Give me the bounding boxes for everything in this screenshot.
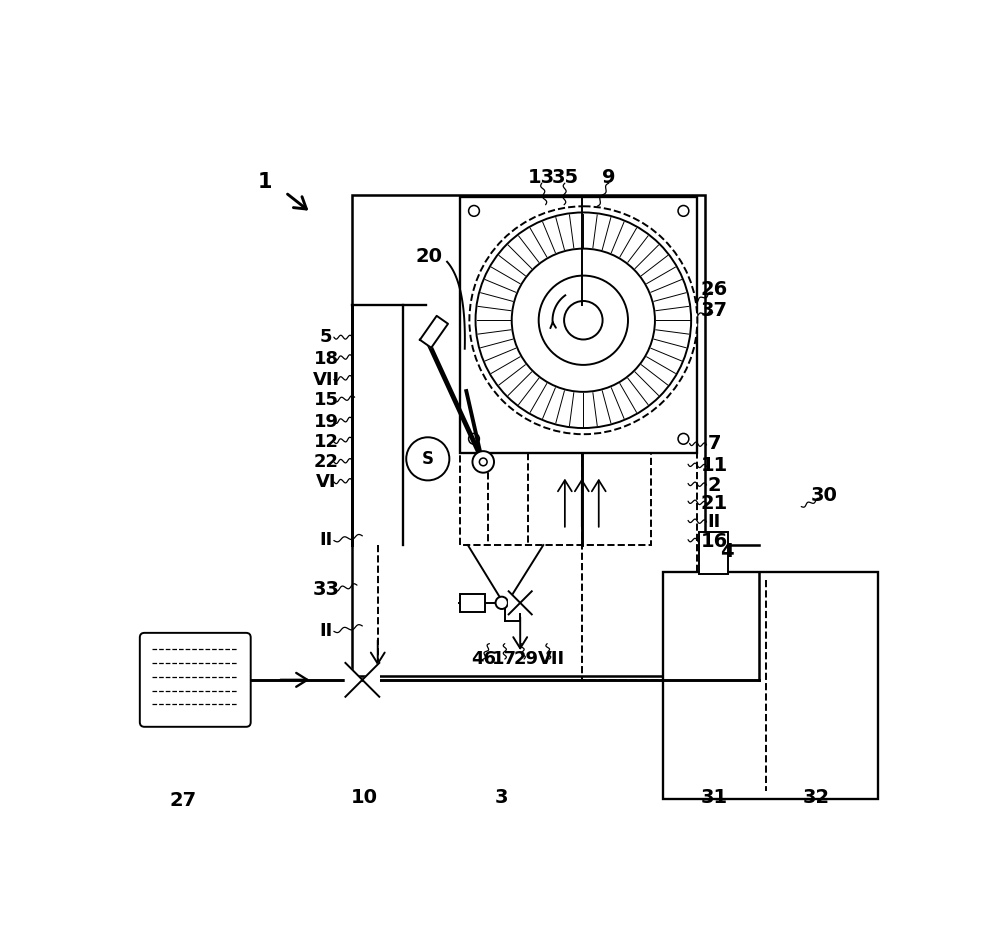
Text: 26: 26	[701, 280, 728, 299]
FancyBboxPatch shape	[140, 633, 251, 727]
Text: 46: 46	[471, 650, 496, 668]
Text: 2: 2	[707, 475, 721, 494]
Circle shape	[476, 213, 691, 428]
Bar	[663, 572, 878, 799]
Bar	[460, 197, 697, 453]
Circle shape	[472, 451, 494, 473]
Text: 5: 5	[320, 328, 332, 346]
Text: 35: 35	[551, 168, 578, 187]
Text: 3: 3	[494, 788, 508, 808]
Text: 19: 19	[314, 413, 339, 431]
Text: 4: 4	[720, 542, 733, 561]
Bar	[582, 453, 697, 679]
Text: 29: 29	[514, 650, 539, 668]
Text: 30: 30	[811, 486, 838, 505]
Text: II: II	[320, 531, 333, 549]
Text: 33: 33	[313, 580, 340, 599]
Circle shape	[479, 458, 487, 466]
Text: 32: 32	[803, 788, 830, 808]
Bar	[352, 195, 705, 676]
Circle shape	[469, 206, 479, 216]
Text: 16: 16	[701, 531, 728, 550]
Text: 31: 31	[701, 788, 728, 808]
Circle shape	[678, 206, 689, 216]
Polygon shape	[509, 591, 520, 614]
Polygon shape	[520, 591, 532, 614]
Text: 13: 13	[528, 168, 555, 187]
Circle shape	[564, 301, 603, 340]
Circle shape	[678, 434, 689, 444]
Text: 15: 15	[314, 391, 339, 409]
Bar	[460, 453, 651, 545]
Text: 22: 22	[314, 453, 339, 471]
Text: 1: 1	[257, 172, 272, 192]
Bar	[699, 532, 728, 574]
Circle shape	[512, 249, 655, 392]
Text: 37: 37	[701, 301, 728, 320]
Text: 10: 10	[351, 788, 378, 808]
Bar	[460, 593, 485, 612]
Text: 18: 18	[314, 350, 339, 368]
Circle shape	[496, 597, 508, 609]
Circle shape	[469, 206, 697, 435]
Circle shape	[406, 437, 449, 480]
Text: S: S	[422, 450, 434, 468]
Polygon shape	[345, 663, 362, 697]
Text: 7: 7	[707, 434, 721, 453]
Text: VII: VII	[313, 370, 340, 388]
Text: II: II	[708, 513, 721, 531]
Text: 12: 12	[314, 433, 339, 451]
Text: 21: 21	[701, 494, 728, 513]
Text: 20: 20	[416, 247, 443, 266]
Circle shape	[539, 275, 628, 365]
Text: II: II	[320, 623, 333, 641]
Text: 27: 27	[169, 791, 197, 810]
Text: VII: VII	[537, 650, 565, 668]
Text: 17: 17	[492, 650, 517, 668]
Text: 9: 9	[602, 168, 616, 187]
Text: 11: 11	[701, 456, 728, 474]
Polygon shape	[362, 663, 379, 697]
Text: VI: VI	[316, 473, 336, 491]
Circle shape	[469, 434, 479, 444]
Polygon shape	[420, 316, 448, 347]
